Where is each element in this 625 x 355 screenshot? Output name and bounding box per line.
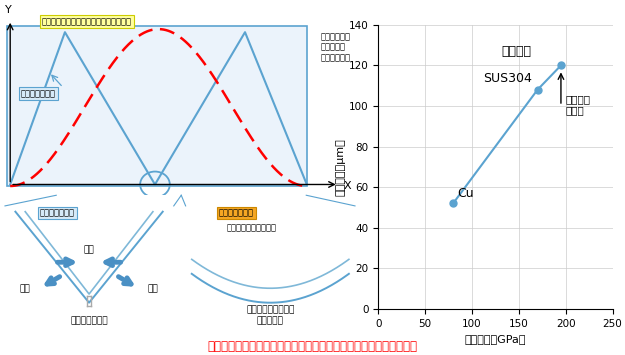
Y-axis label: 波形振幅（μm）: 波形振幅（μm）: [336, 138, 346, 196]
Text: 弾性が高い材料: 弾性が高い材料: [219, 209, 254, 218]
Text: ピアノ線: ピアノ線: [502, 45, 532, 58]
Text: 引張: 引張: [148, 284, 158, 293]
Text: 圧縮: 圧縮: [84, 245, 94, 254]
Text: Cu: Cu: [457, 187, 474, 200]
Text: 弾性が低い材料: 弾性が低い材料: [21, 89, 56, 98]
X-axis label: 弾性係数（GPa）: 弾性係数（GPa）: [464, 334, 526, 344]
Text: X: X: [344, 181, 351, 191]
Text: 弾性が低い材料: 弾性が低い材料: [40, 209, 75, 218]
Text: 歪が発生しにくく、
破断しない: 歪が発生しにくく、 破断しない: [246, 306, 294, 325]
Text: ・波形は弾性
係数の大き
さに依存する: ・波形は弾性 係数の大き さに依存する: [321, 32, 351, 62]
Text: （今回開発したもの）: （今回開発したもの）: [226, 223, 276, 232]
Text: SUS304: SUS304: [483, 72, 532, 84]
Text: Y: Y: [5, 5, 12, 15]
Text: 弾性が高い材料　（今回開発したもの）: 弾性が高い材料 （今回開発したもの）: [42, 17, 132, 26]
Text: 今回用い
た線材: 今回用い た線材: [566, 94, 591, 115]
Text: 伸縮により破断しないためには高い弾性の線材を用いる必要がある: 伸縮により破断しないためには高い弾性の線材を用いる必要がある: [208, 340, 418, 353]
FancyBboxPatch shape: [7, 26, 307, 186]
Text: 疲労により破断: 疲労により破断: [70, 316, 108, 325]
Text: 引張: 引張: [20, 284, 31, 293]
